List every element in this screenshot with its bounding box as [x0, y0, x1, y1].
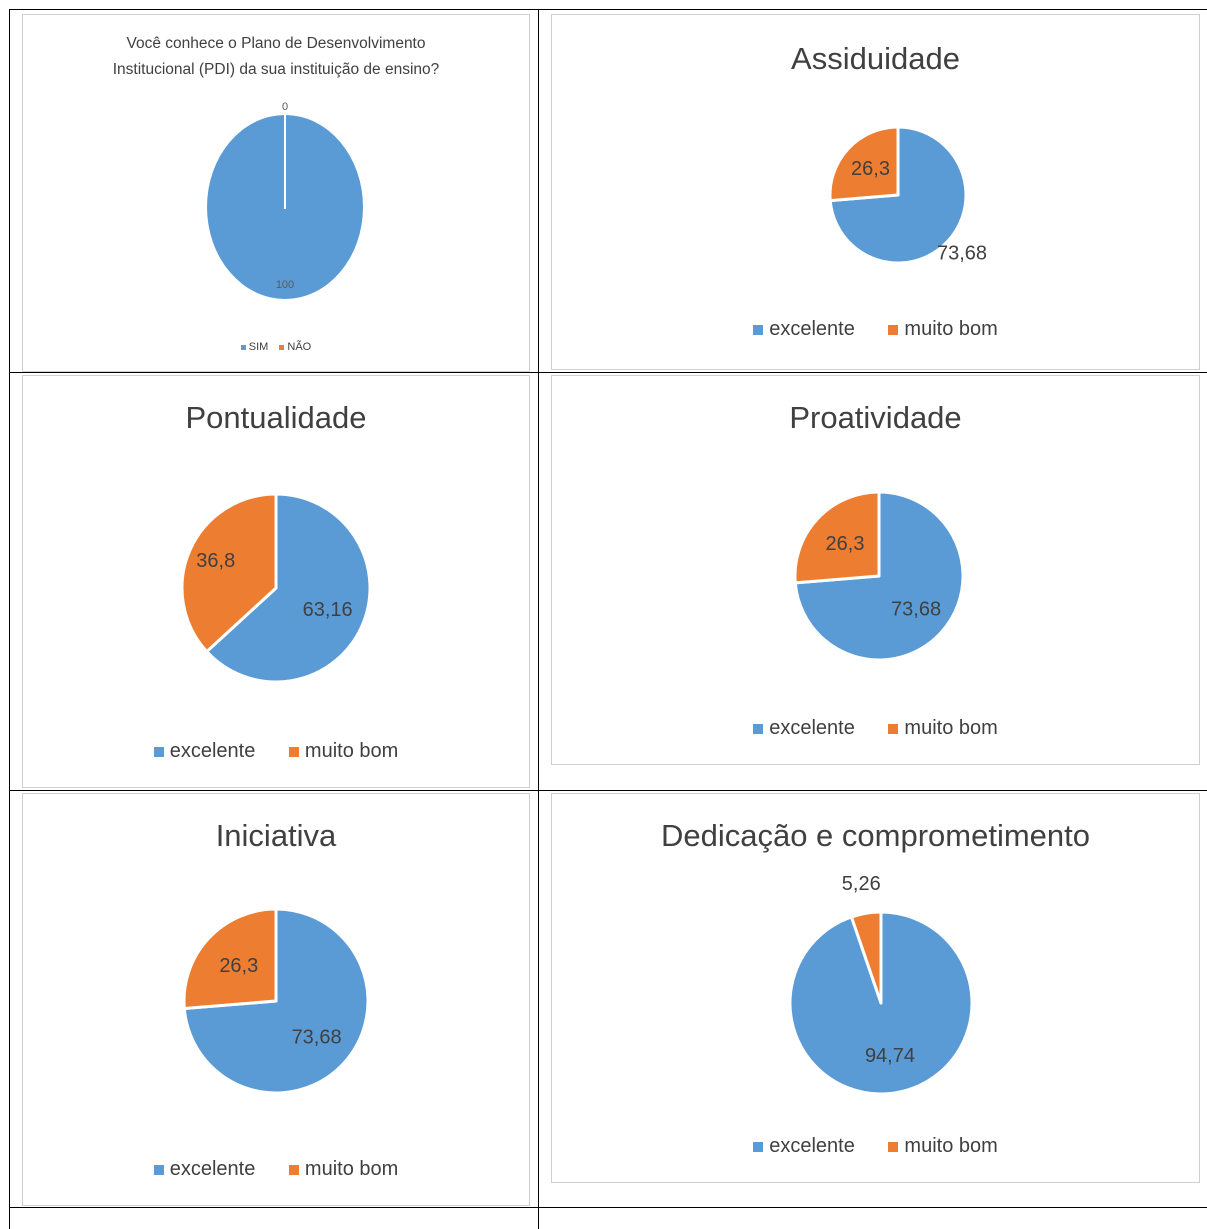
legend-label: NÃO	[287, 341, 312, 354]
legend-swatch-excelente	[153, 746, 164, 757]
legend-label: excelente	[169, 740, 256, 763]
pie-svg: 73,68 26,3	[828, 125, 987, 265]
iniciativa-chart: Iniciativa 73,68 26,3 excelente muito bom	[22, 793, 530, 1206]
dedicacao-chart: Dedicação e comprometimento 94,74 5,26 ex…	[551, 793, 1200, 1183]
table-border-middle	[538, 9, 539, 1229]
legend-label: excelente	[769, 1135, 855, 1158]
legend-item-muito-bom: muito bom	[888, 717, 998, 740]
pie-slice-excelente	[205, 492, 372, 684]
table-border-top	[9, 9, 1207, 10]
legend-label: muito bom	[904, 717, 998, 740]
pdi-awareness-chart: Você conhece o Plano de Desenvolvimento …	[22, 14, 530, 372]
legend-label: muito bom	[304, 1158, 399, 1181]
legend-item-excelente: excelente	[153, 740, 256, 763]
pie-slice-muito-bom	[793, 490, 881, 585]
pie-svg: 100 0	[207, 101, 363, 299]
chart-title: Proatividade	[789, 400, 962, 435]
data-label: 63,16	[303, 599, 353, 621]
legend-item-excelente: excelente	[753, 1135, 855, 1158]
data-label: 26,3	[219, 955, 258, 977]
chart-title: Assiduidade	[791, 41, 960, 76]
pie-slice-muito-bom	[828, 125, 900, 203]
data-label: 0	[282, 101, 288, 113]
legend-swatch-sim	[240, 344, 246, 350]
legend-label: excelente	[769, 717, 855, 740]
legend-swatch-nao	[279, 344, 285, 350]
legend-swatch-muito-bom	[888, 1141, 899, 1152]
legend-swatch-muito-bom	[888, 324, 899, 335]
pie-svg: 73,68 26,3	[793, 490, 965, 662]
legend-item-excelente: excelente	[753, 717, 855, 740]
legend-swatch-excelente	[753, 1141, 764, 1152]
proatividade-chart: Proatividade 73,68 26,3 excelente muito b…	[551, 375, 1200, 765]
legend-label: excelente	[169, 1158, 256, 1181]
pie-svg: 94,74 5,26	[788, 873, 974, 1096]
data-label: 94,74	[865, 1045, 915, 1067]
chart-legend: SIM NÃO	[23, 341, 529, 353]
legend-swatch-excelente	[753, 324, 764, 335]
chart-legend: excelente muito bom	[23, 740, 529, 763]
data-label: 36,8	[196, 550, 235, 572]
legend-swatch-excelente	[753, 723, 764, 734]
legend-swatch-excelente	[153, 1164, 164, 1175]
pontualidade-chart: Pontualidade 63,16 36,8 excelente muito b…	[22, 375, 530, 788]
legend-item-muito-bom: muito bom	[888, 318, 998, 341]
legend-item-muito-bom: muito bom	[888, 1135, 998, 1158]
legend-item-muito-bom: muito bom	[288, 1158, 399, 1181]
pie-slice-muito-bom	[849, 910, 883, 1005]
legend-label: excelente	[769, 318, 855, 341]
chart-title: Iniciativa	[215, 818, 337, 853]
chart-title: Dedicação e comprometimento	[660, 818, 1091, 853]
legend-item-nao: NÃO	[279, 341, 311, 353]
data-label: 26,3	[851, 158, 890, 180]
chart-title-line-2: Institucional (PDI) da sua instituição d…	[112, 61, 440, 78]
chart-title-line-1: Você conhece o Plano de Desenvolvimento	[126, 35, 426, 52]
legend-item-muito-bom: muito bom	[288, 740, 399, 763]
pie-slice-muito-bom	[182, 907, 278, 1011]
legend-label: muito bom	[904, 1135, 998, 1158]
data-label: 73,68	[891, 598, 941, 620]
pie-svg: 63,16 36,8	[180, 492, 372, 684]
legend-label: SIM	[248, 341, 269, 354]
data-label: 5,26	[842, 873, 881, 895]
chart-title: Pontualidade	[185, 400, 367, 435]
pie-svg: 73,68 26,3	[182, 907, 370, 1095]
data-label: 100	[276, 279, 294, 291]
pie-slice-muito-bom	[180, 492, 278, 654]
legend-swatch-muito-bom	[888, 723, 899, 734]
data-label: 73,68	[937, 242, 987, 264]
legend-item-excelente: excelente	[153, 1158, 256, 1181]
table-row-divider-2	[9, 790, 1207, 791]
chart-legend: excelente muito bom	[23, 1158, 529, 1181]
chart-legend: excelente muito bom	[552, 717, 1199, 740]
legend-label: muito bom	[304, 740, 399, 763]
chart-legend: excelente muito bom	[552, 318, 1199, 341]
table-border-left	[9, 9, 10, 1229]
table-row-divider-3	[9, 1207, 1207, 1208]
chart-title: Você conhece o Plano de Desenvolvimento …	[23, 31, 529, 83]
legend-swatch-muito-bom	[288, 1164, 299, 1175]
legend-item-excelente: excelente	[753, 318, 855, 341]
legend-label: muito bom	[904, 318, 998, 341]
legend-swatch-muito-bom	[288, 746, 299, 757]
legend-item-sim: SIM	[240, 341, 269, 354]
table-row-divider-1	[9, 372, 1207, 373]
data-label: 73,68	[292, 1027, 342, 1049]
assiduidade-chart: Assiduidade 73,68 26,3 excelente muito bo…	[551, 14, 1200, 370]
data-label: 26,3	[826, 533, 865, 555]
chart-legend: excelente muito bom	[552, 1135, 1199, 1158]
